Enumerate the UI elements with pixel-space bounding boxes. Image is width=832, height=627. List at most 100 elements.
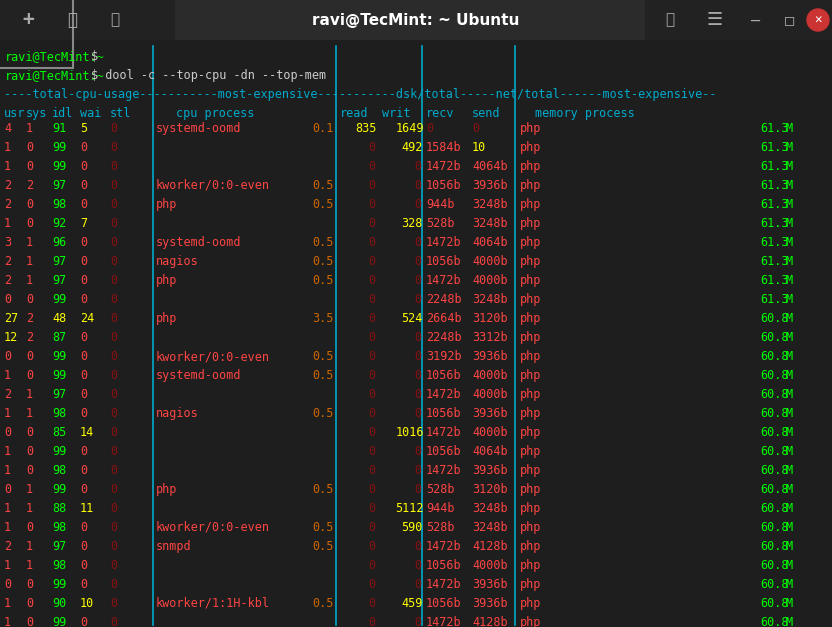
Text: nagios: nagios	[156, 255, 199, 268]
Text: 0: 0	[368, 331, 375, 344]
FancyBboxPatch shape	[0, 40, 832, 627]
Text: idl: idl	[52, 107, 73, 120]
Text: 0: 0	[80, 160, 87, 173]
Text: 0: 0	[26, 141, 33, 154]
Text: 0: 0	[110, 122, 117, 135]
Text: 2: 2	[4, 255, 11, 268]
Text: 0: 0	[414, 388, 421, 401]
Text: php: php	[520, 407, 542, 420]
Text: 88: 88	[52, 502, 67, 515]
Text: 60.8: 60.8	[760, 445, 789, 458]
Text: 1056b: 1056b	[426, 597, 462, 610]
Text: 1: 1	[4, 160, 11, 173]
Text: 99: 99	[52, 293, 67, 306]
Text: 60.8: 60.8	[760, 369, 789, 382]
Text: 4064b: 4064b	[472, 236, 508, 249]
Text: 0: 0	[80, 578, 87, 591]
Text: 61.3: 61.3	[760, 179, 789, 192]
Text: 0.5: 0.5	[313, 369, 334, 382]
Text: 4064b: 4064b	[472, 160, 508, 173]
Text: 61.3: 61.3	[760, 236, 789, 249]
Text: 0: 0	[26, 464, 33, 477]
Text: 4128b: 4128b	[472, 540, 508, 553]
Text: 3936b: 3936b	[472, 350, 508, 363]
Text: 2248b: 2248b	[426, 293, 462, 306]
Text: 0: 0	[110, 274, 117, 287]
Text: 0: 0	[110, 464, 117, 477]
Text: 60.8: 60.8	[760, 331, 789, 344]
Text: php: php	[520, 255, 542, 268]
Text: 1: 1	[4, 407, 11, 420]
Text: 61.3: 61.3	[760, 160, 789, 173]
Text: 97: 97	[52, 274, 67, 287]
Text: 1472b: 1472b	[426, 388, 462, 401]
Text: 528b: 528b	[426, 217, 454, 230]
Text: 12: 12	[4, 331, 18, 344]
Text: 0: 0	[110, 236, 117, 249]
Text: 2664b: 2664b	[426, 312, 462, 325]
Text: 0: 0	[414, 331, 421, 344]
Text: 1472b: 1472b	[426, 160, 462, 173]
Text: wai: wai	[80, 107, 102, 120]
Text: php: php	[520, 388, 542, 401]
Text: usr: usr	[4, 107, 25, 120]
Text: 1: 1	[26, 559, 33, 572]
Text: 99: 99	[52, 369, 67, 382]
Text: 0: 0	[26, 217, 33, 230]
Text: 0: 0	[368, 502, 375, 515]
Text: 0: 0	[414, 350, 421, 363]
Text: sys: sys	[26, 107, 47, 120]
Text: 3120b: 3120b	[472, 312, 508, 325]
Circle shape	[807, 9, 829, 31]
Text: php: php	[520, 502, 542, 515]
Text: 2: 2	[4, 540, 11, 553]
Text: 0: 0	[26, 578, 33, 591]
Text: 10: 10	[472, 141, 486, 154]
Text: ravi@TecMint:~: ravi@TecMint:~	[5, 69, 105, 82]
Text: 0: 0	[368, 179, 375, 192]
Text: 944b: 944b	[426, 198, 454, 211]
Text: 0: 0	[414, 578, 421, 591]
Text: php: php	[520, 217, 542, 230]
Text: 0: 0	[80, 369, 87, 382]
Text: 0.5: 0.5	[313, 198, 334, 211]
Text: 0: 0	[80, 407, 87, 420]
Text: 1: 1	[26, 236, 33, 249]
Text: 2: 2	[4, 198, 11, 211]
Text: 590: 590	[402, 521, 423, 534]
Text: 0.5: 0.5	[313, 236, 334, 249]
Text: M: M	[785, 464, 792, 477]
Text: php: php	[520, 179, 542, 192]
Text: 2: 2	[26, 312, 33, 325]
Text: 1: 1	[26, 483, 33, 496]
Text: 0: 0	[368, 274, 375, 287]
Text: 0: 0	[414, 160, 421, 173]
Text: 0.5: 0.5	[313, 540, 334, 553]
Text: $ dool -c --top-cpu -dn --top-mem: $ dool -c --top-cpu -dn --top-mem	[91, 69, 326, 82]
Text: 1056b: 1056b	[426, 445, 462, 458]
Text: read: read	[340, 107, 369, 120]
Text: ⎘: ⎘	[67, 11, 77, 29]
Text: 0: 0	[414, 369, 421, 382]
Text: 3.5: 3.5	[313, 312, 334, 325]
Text: 0: 0	[110, 540, 117, 553]
Text: 0: 0	[110, 388, 117, 401]
Text: 1: 1	[26, 122, 33, 135]
Text: php: php	[520, 483, 542, 496]
Text: 0: 0	[4, 293, 11, 306]
Text: 1: 1	[26, 540, 33, 553]
Text: 0: 0	[110, 350, 117, 363]
Text: php: php	[520, 236, 542, 249]
Text: send: send	[472, 107, 501, 120]
Text: 0: 0	[26, 597, 33, 610]
Text: 0: 0	[110, 578, 117, 591]
Text: 835: 835	[355, 122, 377, 135]
Text: 99: 99	[52, 616, 67, 627]
Text: php: php	[520, 597, 542, 610]
Text: 0.5: 0.5	[313, 179, 334, 192]
Text: 1472b: 1472b	[426, 616, 462, 627]
Text: 2: 2	[26, 331, 33, 344]
Text: 99: 99	[52, 483, 67, 496]
Text: 60.8: 60.8	[760, 483, 789, 496]
Text: php: php	[520, 369, 542, 382]
